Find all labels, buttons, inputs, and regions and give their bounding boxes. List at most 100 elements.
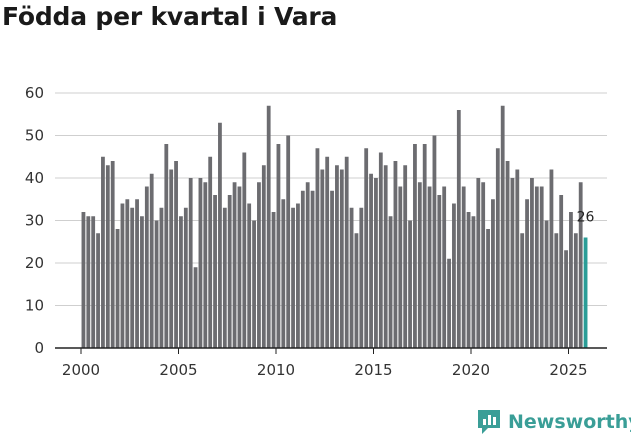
bar (174, 161, 178, 348)
bar (193, 267, 198, 348)
x-tick-label: 2000 (62, 361, 100, 379)
bar (432, 135, 437, 348)
bar (393, 161, 398, 348)
bar (525, 199, 529, 348)
bar (169, 169, 174, 348)
bar (383, 165, 388, 348)
bar (549, 169, 554, 348)
bar (481, 182, 486, 348)
bar (374, 178, 378, 348)
bar (437, 195, 442, 348)
bar (500, 105, 505, 348)
bar (554, 233, 559, 348)
bar (291, 207, 295, 348)
bar (227, 195, 232, 348)
y-tick-label: 20 (25, 254, 44, 272)
bar (354, 233, 359, 348)
bar (208, 156, 213, 348)
bar (427, 186, 432, 348)
bar (86, 216, 91, 348)
y-tick-label: 0 (34, 339, 44, 357)
bar (140, 216, 144, 348)
bar (81, 212, 86, 348)
bar (232, 182, 237, 348)
bar (315, 148, 320, 348)
y-tick-label: 60 (25, 84, 44, 102)
bar (300, 190, 305, 348)
bar (398, 186, 403, 348)
bar (213, 195, 217, 348)
bar (359, 207, 364, 348)
bar (125, 199, 130, 348)
bar (471, 216, 476, 348)
bar (105, 165, 110, 348)
bar (520, 233, 525, 348)
bar (154, 220, 159, 348)
bar (573, 233, 578, 348)
bar (110, 161, 115, 348)
bar (408, 220, 412, 348)
bar (413, 144, 417, 348)
bar (266, 105, 271, 348)
bar (534, 186, 539, 348)
bar (286, 135, 291, 348)
bar (510, 178, 515, 348)
bar (159, 207, 164, 348)
bar (339, 169, 344, 348)
bar (237, 186, 242, 348)
bar (247, 203, 252, 348)
bar (515, 169, 520, 348)
bar (183, 207, 188, 348)
bar (417, 182, 422, 348)
bar (96, 233, 100, 348)
bar (466, 212, 471, 348)
chart-title: Födda per kvartal i Vara (2, 2, 338, 31)
bar (222, 207, 227, 348)
bar (422, 144, 427, 348)
bar (296, 203, 300, 348)
y-tick-label: 30 (25, 212, 44, 230)
bar (388, 216, 393, 348)
last-value-label: 26 (577, 210, 595, 226)
bar (198, 178, 203, 348)
bar (344, 156, 349, 348)
bar (257, 182, 261, 348)
bar (495, 148, 500, 348)
bar (188, 178, 193, 348)
x-tick-label: 2025 (549, 361, 587, 379)
newsworthy-logo-icon (478, 410, 500, 434)
bar-chart: 0 10 20 30 40 50 60 2000 2005 2010 2015 2020 2025 26 (25, 84, 607, 379)
bar (179, 216, 183, 348)
bar (149, 173, 154, 348)
bar (364, 148, 369, 348)
bar (349, 207, 354, 348)
bar (461, 186, 466, 348)
bar (578, 182, 583, 348)
bar (101, 156, 105, 348)
bar (91, 216, 96, 348)
y-tick-label: 40 (25, 169, 44, 187)
newsworthy-brand: Newsworthy (476, 408, 631, 436)
labels: 0 10 20 30 40 50 60 2000 2005 2010 2015 2020 2025 26 (25, 84, 595, 379)
bar (242, 152, 247, 348)
x-tick-label: 2010 (257, 361, 295, 379)
bar (544, 220, 549, 348)
bar (491, 199, 495, 348)
bar (271, 212, 276, 348)
bar (320, 169, 325, 348)
bar (120, 203, 125, 348)
bar-latest (583, 237, 588, 348)
bar (276, 144, 281, 348)
bar (218, 122, 222, 348)
bar (144, 186, 149, 348)
y-tick-label: 10 (25, 297, 44, 315)
bar (115, 229, 120, 348)
bar (135, 199, 139, 348)
bar (564, 250, 568, 348)
bar (310, 190, 315, 348)
bar (252, 220, 256, 348)
bar (203, 182, 208, 348)
bar (452, 203, 456, 348)
bar (530, 178, 534, 348)
bar (505, 161, 510, 348)
